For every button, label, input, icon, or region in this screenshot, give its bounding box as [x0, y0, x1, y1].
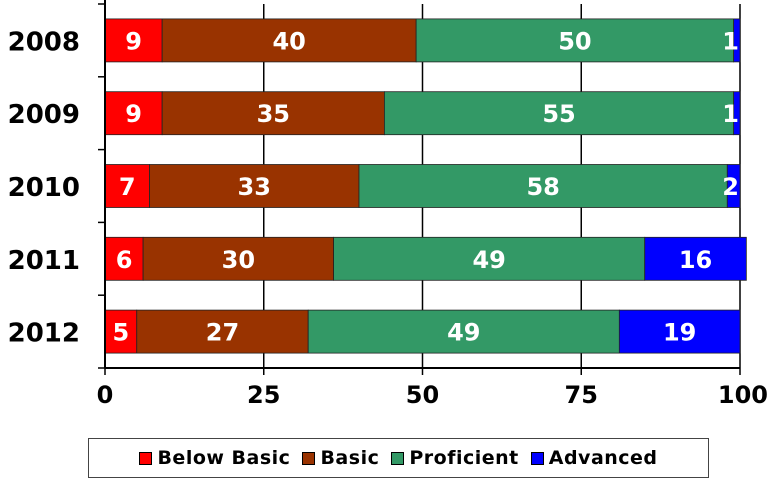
data-label-2011-proficient: 49 [472, 246, 505, 274]
data-label-2011-advanced: 16 [679, 246, 712, 274]
bar-2008-advanced [733, 18, 741, 63]
category-label-2009: 2009 [8, 100, 80, 130]
bar-2012-proficient [307, 309, 620, 354]
bar-2010-basic [149, 164, 360, 208]
bar-2011-below-basic [104, 236, 144, 281]
category-label-2008: 2008 [8, 27, 80, 57]
bar-2009-advanced [733, 91, 741, 136]
bar-2011-advanced [644, 236, 747, 281]
x-tick-labels: 0 25 50 75 100 [97, 381, 768, 409]
axes [98, 0, 741, 375]
bar-2011-proficient [333, 236, 646, 281]
data-label-2008-basic: 40 [272, 27, 305, 55]
data-label-2011-below-basic: 6 [116, 246, 133, 274]
bar-2010-proficient [358, 164, 728, 208]
data-label-2010-basic: 33 [238, 173, 271, 201]
category-label-2012: 2012 [8, 319, 80, 349]
x-tick-label-100: 100 [718, 381, 768, 409]
x-tick-label-75: 75 [565, 381, 598, 409]
data-label-2009-basic: 35 [257, 100, 290, 128]
legend-swatch-advanced [530, 451, 544, 465]
bar-2011-basic [142, 236, 335, 281]
legend-item-proficient: Proficient [391, 447, 518, 469]
bar-2008-basic [161, 18, 417, 63]
legend-swatch-proficient [391, 451, 405, 465]
data-label-2010-proficient: 58 [526, 173, 559, 201]
legend-item-advanced: Advanced [530, 447, 658, 469]
legend: Below Basic Basic Proficient Advanced [88, 438, 709, 478]
legend-label-basic: Basic [320, 447, 380, 469]
legend-item-below-basic: Below Basic [139, 447, 290, 469]
x-tick-label-25: 25 [247, 381, 280, 409]
data-label-2010-advanced: 2 [722, 173, 739, 201]
category-labels: 2008 2009 2010 2011 2012 [8, 27, 80, 348]
data-label-2012-advanced: 19 [663, 319, 696, 347]
data-label-2012-proficient: 49 [447, 319, 480, 347]
data-label-2009-advanced: 1 [722, 100, 739, 128]
category-label-2010: 2010 [8, 173, 80, 203]
data-label-2010-below-basic: 7 [119, 173, 136, 201]
bar-2009-proficient [383, 91, 735, 136]
legend-item-basic: Basic [302, 447, 379, 469]
legend-swatch-below-basic [139, 451, 153, 465]
bar-2008-proficient [415, 18, 735, 63]
x-tick-label-0: 0 [97, 381, 114, 409]
legend-label-advanced: Advanced [548, 447, 658, 469]
data-label-2009-below-basic: 9 [125, 100, 142, 128]
legend-swatch-basic [302, 451, 316, 465]
legend-label-below-basic: Below Basic [157, 447, 291, 469]
bars: 9 40 50 19 35 55 17 33 58 26 30 49 165 27 49 19 [104, 18, 747, 354]
category-label-2011: 2011 [8, 246, 80, 276]
legend-label-proficient: Proficient [409, 447, 519, 469]
data-label-2008-advanced: 1 [722, 27, 739, 55]
stacked-bar-chart: 9 40 50 19 35 55 17 33 58 26 30 49 165 27 49 19 2008200… [8, 0, 768, 409]
bar-2009-basic [161, 91, 385, 136]
data-label-2011-basic: 30 [222, 246, 255, 274]
data-label-2008-proficient: 50 [558, 27, 591, 55]
data-label-2009-proficient: 55 [542, 100, 575, 128]
bar-2008-below-basic [104, 18, 163, 63]
x-tick-label-50: 50 [406, 381, 439, 409]
data-label-2008-below-basic: 9 [125, 27, 142, 55]
bar-2012-advanced [618, 309, 741, 354]
data-label-2012-basic: 27 [206, 319, 239, 347]
bar-2010-advanced [726, 164, 741, 208]
data-label-2012-below-basic: 5 [113, 319, 130, 347]
